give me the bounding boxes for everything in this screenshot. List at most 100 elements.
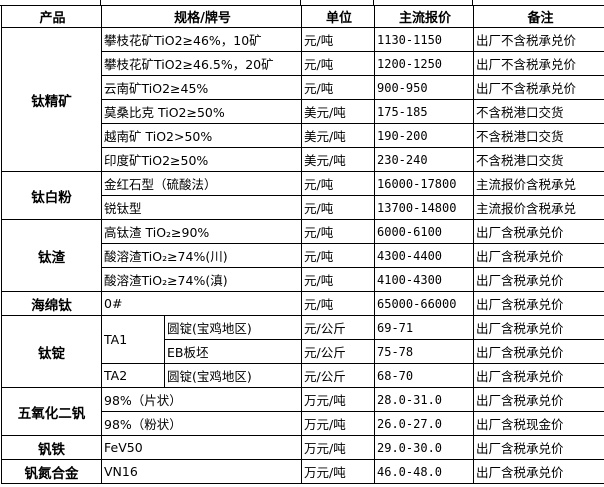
note-cell: 出厂含税承兑价 bbox=[473, 459, 604, 484]
price-cell: 4300-4400 bbox=[374, 243, 474, 268]
price-cell: 1130-1150 bbox=[374, 27, 474, 52]
table-row: 钛白粉 金红石型（硫酸法） 元/吨 16000-17800 主流报价含税承兑 bbox=[1, 171, 604, 220]
spec-cell: 圆锭(宝鸡地区) bbox=[164, 315, 302, 340]
spec-cell: 圆锭(宝鸡地区) bbox=[164, 363, 302, 388]
price-table: 产品 规格/牌号 单位 主流报价 备注 钛精矿 攀枝花矿TiO2≥46%，10矿元… bbox=[1, 5, 604, 484]
spec-cell: 0# bbox=[101, 291, 302, 316]
note-cell: 出厂含税承兑价 bbox=[473, 387, 604, 412]
spec-cell: 高钛渣 TiO₂≥90% bbox=[101, 219, 302, 244]
unit-cell: 元/吨 bbox=[301, 267, 375, 292]
note-cell: 出厂含税承兑价 bbox=[473, 435, 604, 460]
note-cell: 主流报价含税承兑 bbox=[473, 195, 604, 220]
price-cell: 28.0-31.0 bbox=[374, 387, 474, 412]
header-note: 备注 bbox=[473, 5, 604, 28]
spec-cell: 98%（粉状） bbox=[101, 411, 302, 436]
header-spec: 规格/牌号 bbox=[101, 5, 302, 28]
price-cell: 13700-14800 bbox=[374, 195, 474, 220]
product-cell: 钛白粉 bbox=[1, 171, 102, 220]
product-cell: 钒氮合金 bbox=[1, 459, 102, 484]
table-row: 五氧化二钒 98%（片状） 万元/吨 28.0-31.0 出厂含税承兑价 bbox=[1, 387, 604, 436]
spec-cell: 酸溶渣TiO₂≥74%(滇) bbox=[101, 267, 302, 292]
price-cell: 190-200 bbox=[374, 123, 474, 148]
table-row: 钛渣 高钛渣 TiO₂≥90% 元/吨 6000-6100 出厂含税承兑价 bbox=[1, 219, 604, 292]
price-cell: 75-78 bbox=[374, 339, 474, 364]
product-cell: 海绵钛 bbox=[1, 291, 102, 316]
spec-cell: 酸溶渣TiO₂≥74%(川) bbox=[101, 243, 302, 268]
product-cell: 钛渣 bbox=[1, 219, 102, 292]
note-cell: 出厂含税承兑价 bbox=[473, 363, 604, 388]
unit-cell: 元/公斤 bbox=[301, 363, 375, 388]
table-row: 酸溶渣TiO₂≥74%(滇) 元/吨 4100-4300 出厂含税承兑价 bbox=[2, 267, 604, 292]
spec-cell: FeV50 bbox=[101, 435, 302, 460]
product-cell: 钛锭 bbox=[1, 315, 102, 388]
note-cell: 主流报价含税承兑 bbox=[473, 171, 604, 196]
unit-cell: 元/吨 bbox=[301, 219, 375, 244]
note-cell: 不含税港口交货 bbox=[473, 99, 604, 124]
product-cell: 钒铁 bbox=[1, 435, 102, 460]
note-cell: 不含税港口交货 bbox=[473, 123, 604, 148]
price-cell: 46.0-48.0 bbox=[374, 459, 474, 484]
spec-cell: 印度矿TiO2≥50% bbox=[101, 147, 302, 172]
table-row: TA2 圆锭(宝鸡地区) 元/公斤 68-70 出厂含税承兑价 bbox=[2, 363, 604, 388]
table-row: 莫桑比克 TiO2≥50% 美元/吨 175-185 不含税港口交货 bbox=[2, 99, 604, 124]
note-cell: 出厂不含税承兑价 bbox=[473, 51, 604, 76]
note-cell: 出厂不含税承兑价 bbox=[473, 75, 604, 100]
spec-cell: EB板坯 bbox=[164, 339, 302, 364]
table-row: 攀枝花矿TiO2≥46.5%，20矿 元/吨 1200-1250 出厂不含税承兑价 bbox=[2, 51, 604, 76]
unit-cell: 万元/吨 bbox=[301, 435, 375, 460]
table-row: 钛锭 TA1 圆锭(宝鸡地区) 元/公斤 69-71 出厂含税承兑价 bbox=[1, 315, 604, 388]
spec-cell: 攀枝花矿TiO2≥46%，10矿 bbox=[101, 27, 302, 52]
price-cell: 65000-66000 bbox=[374, 291, 474, 316]
table-row: 钛精矿 攀枝花矿TiO2≥46%，10矿 元/吨 1130-1150 出厂不含税承兑价 bbox=[1, 27, 604, 172]
note-cell: 出厂含税现金价 bbox=[473, 411, 604, 436]
header-product: 产品 bbox=[1, 5, 102, 28]
product-cell: 钛精矿 bbox=[1, 27, 102, 172]
unit-cell: 美元/吨 bbox=[301, 147, 375, 172]
table-row: 酸溶渣TiO₂≥74%(川) 元/吨 4300-4400 出厂含税承兑价 bbox=[2, 243, 604, 268]
unit-cell: 元/吨 bbox=[301, 51, 375, 76]
table-row: 越南矿 TiO2>50% 美元/吨 190-200 不含税港口交货 bbox=[2, 123, 604, 148]
unit-cell: 元/吨 bbox=[301, 171, 375, 196]
spec-cell: 98%（片状） bbox=[101, 387, 302, 412]
grade-cell: TA2 bbox=[101, 363, 165, 388]
spec-cell: 金红石型（硫酸法） bbox=[101, 171, 302, 196]
spec-cell: 莫桑比克 TiO2≥50% bbox=[101, 99, 302, 124]
price-cell: 4100-4300 bbox=[374, 267, 474, 292]
note-cell: 出厂含税承兑价 bbox=[473, 267, 604, 292]
unit-cell: 美元/吨 bbox=[301, 123, 375, 148]
unit-cell: 元/公斤 bbox=[301, 339, 375, 364]
unit-cell: 元/吨 bbox=[301, 75, 375, 100]
unit-cell: 元/公斤 bbox=[301, 315, 375, 340]
price-cell: 26.0-27.0 bbox=[374, 411, 474, 436]
note-cell: 出厂含税承兑价 bbox=[473, 339, 604, 364]
product-cell: 五氧化二钒 bbox=[1, 387, 102, 436]
spec-cell: 越南矿 TiO2>50% bbox=[101, 123, 302, 148]
unit-cell: 万元/吨 bbox=[301, 387, 375, 412]
price-cell: 1200-1250 bbox=[374, 51, 474, 76]
unit-cell: 万元/吨 bbox=[301, 411, 375, 436]
table-row: 钒氮合金 VN16 万元/吨 46.0-48.0 出厂含税承兑价 bbox=[1, 459, 604, 484]
spec-cell: 锐钛型 bbox=[101, 195, 302, 220]
price-cell: 68-70 bbox=[374, 363, 474, 388]
grade-cell: TA1 bbox=[101, 315, 165, 364]
unit-cell: 元/吨 bbox=[301, 195, 375, 220]
note-cell: 出厂含税承兑价 bbox=[473, 243, 604, 268]
unit-cell: 元/吨 bbox=[301, 243, 375, 268]
header-row: 产品 规格/牌号 单位 主流报价 备注 bbox=[1, 5, 604, 28]
spec-cell: 云南矿TiO2≥45% bbox=[101, 75, 302, 100]
spec-cell: VN16 bbox=[101, 459, 302, 484]
price-cell: 29.0-30.0 bbox=[374, 435, 474, 460]
header-unit: 单位 bbox=[301, 5, 375, 28]
unit-cell: 元/吨 bbox=[301, 291, 375, 316]
price-cell: 16000-17800 bbox=[374, 171, 474, 196]
unit-cell: 元/吨 bbox=[301, 27, 375, 52]
price-cell: 230-240 bbox=[374, 147, 474, 172]
header-price: 主流报价 bbox=[374, 5, 474, 28]
note-cell: 不含税港口交货 bbox=[473, 147, 604, 172]
spec-cell: 攀枝花矿TiO2≥46.5%，20矿 bbox=[101, 51, 302, 76]
unit-cell: 美元/吨 bbox=[301, 99, 375, 124]
price-cell: 69-71 bbox=[374, 315, 474, 340]
note-cell: 出厂含税承兑价 bbox=[473, 315, 604, 340]
note-cell: 出厂含税承兑价 bbox=[473, 219, 604, 244]
table-row: 钒铁 FeV50 万元/吨 29.0-30.0 出厂含税承兑价 bbox=[1, 435, 604, 460]
